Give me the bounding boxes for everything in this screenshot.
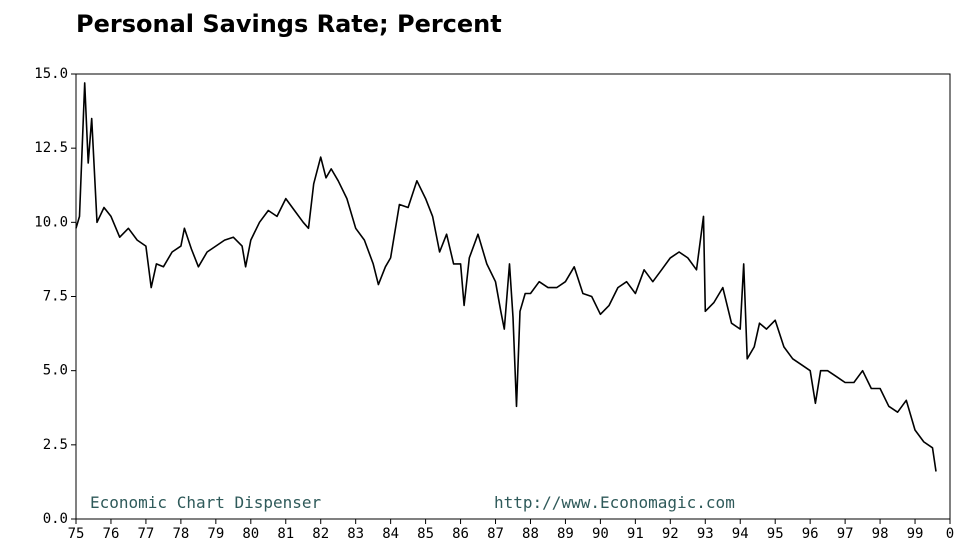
y-tick-label: 0.0: [43, 511, 68, 527]
x-tick-label: 91: [627, 526, 644, 542]
x-tick-label: 80: [242, 526, 259, 542]
x-tick-label: 81: [277, 526, 294, 542]
x-tick-label: 99: [907, 526, 924, 542]
x-tick-label: 83: [347, 526, 364, 542]
x-tick-label: 95: [767, 526, 784, 542]
x-tick-label: 75: [68, 526, 85, 542]
x-tick-label: 94: [732, 526, 749, 542]
y-tick-label: 5.0: [43, 363, 68, 379]
x-tick-label: 79: [207, 526, 224, 542]
annotation: Economic Chart Dispenser: [90, 493, 322, 512]
x-tick-label: 96: [802, 526, 819, 542]
x-tick-label: 78: [172, 526, 189, 542]
x-tick-label: 98: [872, 526, 889, 542]
x-tick-label: 90: [592, 526, 609, 542]
chart-title: Personal Savings Rate; Percent: [76, 10, 502, 38]
x-tick-label: 88: [522, 526, 539, 542]
x-tick-label: 77: [137, 526, 154, 542]
x-tick-label: 0: [946, 526, 954, 542]
y-tick-label: 15.0: [34, 66, 68, 82]
data-line: [75, 82, 937, 472]
x-tick-label: 93: [697, 526, 714, 542]
x-tick-label: 86: [452, 526, 469, 542]
annotation: http://www.Economagic.com: [494, 493, 735, 512]
x-tick-label: 89: [557, 526, 574, 542]
y-tick-label: 2.5: [43, 437, 68, 453]
x-tick-label: 97: [837, 526, 854, 542]
x-tick-label: 87: [487, 526, 504, 542]
x-tick-label: 84: [382, 526, 399, 542]
x-tick-label: 92: [662, 526, 679, 542]
y-tick-label: 7.5: [43, 289, 68, 305]
x-tick-label: 82: [312, 526, 329, 542]
x-tick-label: 76: [103, 526, 120, 542]
plot-frame: [75, 73, 951, 520]
y-tick-label: 10.0: [34, 214, 68, 230]
y-tick-label: 12.5: [34, 140, 68, 156]
x-tick-label: 85: [417, 526, 434, 542]
